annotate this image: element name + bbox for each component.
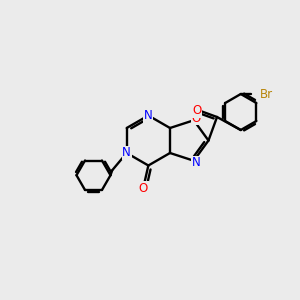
Text: N: N — [191, 156, 200, 169]
Text: N: N — [144, 109, 153, 122]
Text: O: O — [193, 104, 202, 117]
Text: N: N — [122, 146, 131, 160]
Text: O: O — [191, 112, 200, 125]
Text: O: O — [139, 182, 148, 195]
Text: Br: Br — [260, 88, 273, 100]
